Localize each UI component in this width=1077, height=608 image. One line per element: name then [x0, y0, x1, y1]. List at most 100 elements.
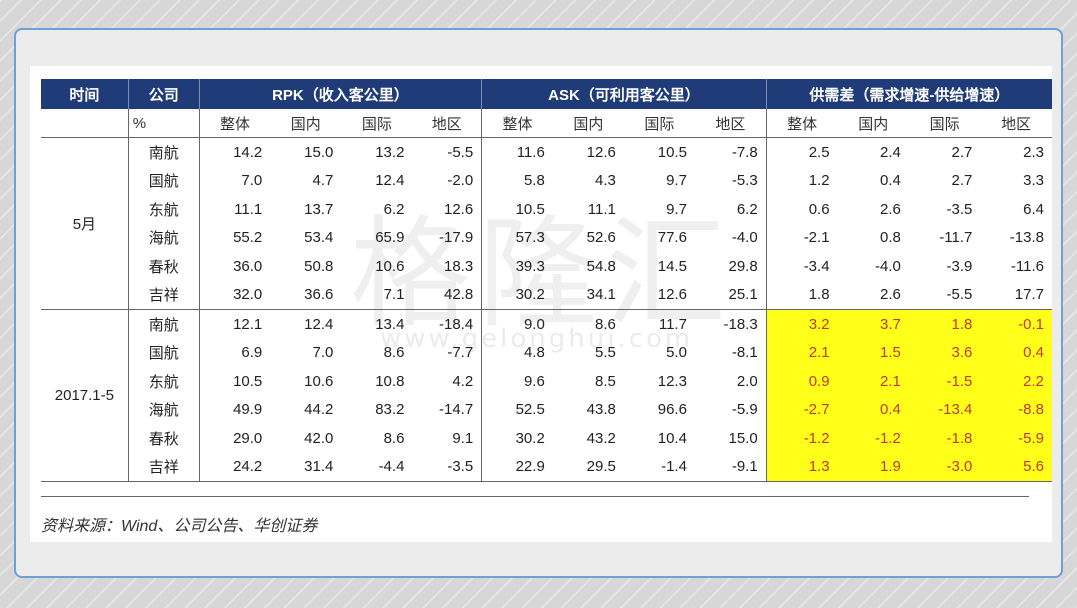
- value-cell: 12.3: [657, 372, 687, 390]
- value-cell: 10.5: [198, 367, 271, 396]
- value-cell: 43.8: [586, 401, 616, 419]
- value-cell: -5.9: [980, 424, 1052, 453]
- value-cell: 2.7: [951, 172, 973, 190]
- value-cell: 0.9: [765, 367, 838, 396]
- table-row: 东航 10.5 10.6 10.8 4.2 9.6 8.5 12.3 2.0 0.9 2.1 -1.5…: [41, 367, 1052, 396]
- subheader-unit: %: [127, 109, 200, 138]
- value-cell: 12.4: [375, 172, 405, 190]
- value-cell: 4.2: [452, 372, 474, 390]
- value-cell: 2.3: [1023, 143, 1044, 161]
- value-cell: -1.4: [623, 452, 695, 482]
- company-cell: 南航: [127, 309, 200, 339]
- value-cell: -3.5: [946, 200, 973, 218]
- value-cell: 53.4: [304, 229, 334, 247]
- value-cell: 12.6: [623, 280, 695, 310]
- table-row: 春秋 36.0 50.8 10.6 18.3 39.3 54.8 14.5 29.8 -3.4 -4…: [41, 252, 1052, 281]
- value-cell: 9.6: [481, 367, 553, 396]
- value-cell: 3.3: [1023, 172, 1044, 190]
- value-cell: 54.8: [586, 257, 616, 275]
- value-cell: 0.4: [837, 395, 909, 424]
- company-cell: 吉祥: [127, 280, 200, 310]
- value-cell: 3.7: [837, 309, 909, 339]
- table-sheet: 格隆汇 www.gelonghui.com 时间 公司 RPK（收入客公里） A…: [30, 66, 1052, 542]
- value-cell: 10.8: [375, 372, 405, 390]
- value-cell: 57.3: [481, 223, 553, 252]
- period-cell: 5月: [41, 137, 129, 310]
- table-row: 海航 55.2 53.4 65.9 -17.9 57.3 52.6 77.6 -4.0 -2.1 0…: [41, 223, 1052, 252]
- value-cell: 1.2: [765, 166, 838, 195]
- value-cell: 9.1: [452, 429, 474, 447]
- value-cell: 14.5: [657, 257, 687, 275]
- value-cell: 7.1: [341, 280, 413, 310]
- table-row: 海航 49.9 44.2 83.2 -14.7 52.5 43.8 96.6 -5.9 -2.7 0…: [41, 395, 1052, 424]
- value-cell: 2.6: [837, 280, 909, 310]
- source-divider: [41, 496, 1029, 497]
- value-cell: 8.5: [595, 372, 616, 390]
- value-cell: -3.0: [908, 452, 981, 482]
- value-cell: -4.0: [731, 229, 758, 247]
- value-cell: 1.3: [765, 452, 838, 482]
- value-cell: 8.6: [383, 429, 405, 447]
- value-cell: 13.4: [375, 315, 405, 333]
- value-cell: 29.5: [552, 452, 624, 482]
- value-cell: -11.7: [939, 229, 973, 247]
- value-cell: -13.8: [1009, 229, 1044, 247]
- value-cell: 11.7: [658, 315, 687, 333]
- subheader-col: 国际: [341, 109, 413, 138]
- value-cell: 6.4: [1023, 200, 1044, 218]
- value-cell: 18.3: [444, 257, 474, 275]
- value-cell: -2.0: [447, 172, 474, 190]
- value-cell: 2.0: [736, 372, 758, 390]
- value-cell: 6.2: [383, 200, 405, 218]
- value-cell: 17.7: [980, 280, 1052, 310]
- value-cell: -5.3: [731, 172, 758, 190]
- header-row: 时间 公司 RPK（收入客公里） ASK（可利用客公里） 供需差（需求增速-供给…: [41, 79, 1052, 109]
- table-row: 春秋 29.0 42.0 8.6 9.1 30.2 43.2 10.4 15.0 -1.2 -1.2…: [41, 424, 1052, 453]
- value-cell: 39.3: [481, 252, 553, 281]
- value-cell: -1.8: [908, 424, 981, 453]
- company-cell: 海航: [127, 395, 200, 424]
- value-cell: -1.5: [908, 367, 981, 396]
- value-cell: -8.1: [731, 344, 758, 362]
- value-cell: -5.5: [908, 280, 981, 310]
- value-cell: 5.8: [481, 166, 553, 195]
- value-cell: -2.1: [765, 223, 838, 252]
- company-cell: 东航: [127, 195, 200, 224]
- source-note: 资料来源：Wind、公司公告、华创证券: [41, 518, 318, 535]
- value-cell: 34.1: [552, 280, 624, 310]
- value-cell: -11.6: [1010, 257, 1044, 275]
- subheader-col: 整体: [765, 109, 838, 138]
- value-cell: 31.4: [270, 452, 342, 482]
- value-cell: -5.9: [731, 401, 758, 419]
- value-cell: 12.4: [304, 315, 334, 333]
- subheader-col: 国际: [623, 109, 695, 138]
- value-cell: 0.4: [980, 338, 1052, 367]
- value-cell: -18.4: [439, 315, 474, 333]
- value-cell: 8.6: [595, 315, 616, 333]
- subheader-blank: [41, 109, 129, 138]
- value-cell: 2.2: [980, 367, 1052, 396]
- value-cell: -4.0: [875, 257, 901, 275]
- value-cell: 13.7: [304, 200, 334, 218]
- company-cell: 吉祥: [127, 452, 200, 482]
- value-cell: 7.0: [198, 166, 271, 195]
- header-time: 时间: [41, 79, 129, 109]
- value-cell: -14.7: [439, 401, 474, 419]
- value-cell: -18.3: [723, 315, 758, 333]
- value-cell: 11.6: [481, 137, 553, 167]
- value-cell: -7.8: [731, 143, 758, 161]
- value-cell: -4.4: [341, 452, 413, 482]
- subheader-col: 地区: [412, 109, 482, 138]
- value-cell: 2.1: [765, 338, 838, 367]
- company-cell: 春秋: [127, 424, 200, 453]
- value-cell: 2.4: [880, 143, 901, 161]
- header-rpk: RPK（收入客公里）: [198, 79, 482, 109]
- value-cell: 1.9: [837, 452, 909, 482]
- value-cell: -8.8: [980, 395, 1052, 424]
- value-cell: 8.6: [383, 344, 405, 362]
- value-cell: -5.5: [447, 143, 474, 161]
- subheader-col: 地区: [980, 109, 1052, 138]
- value-cell: 49.9: [198, 395, 271, 424]
- value-cell: 44.2: [304, 401, 334, 419]
- value-cell: -3.4: [765, 252, 838, 281]
